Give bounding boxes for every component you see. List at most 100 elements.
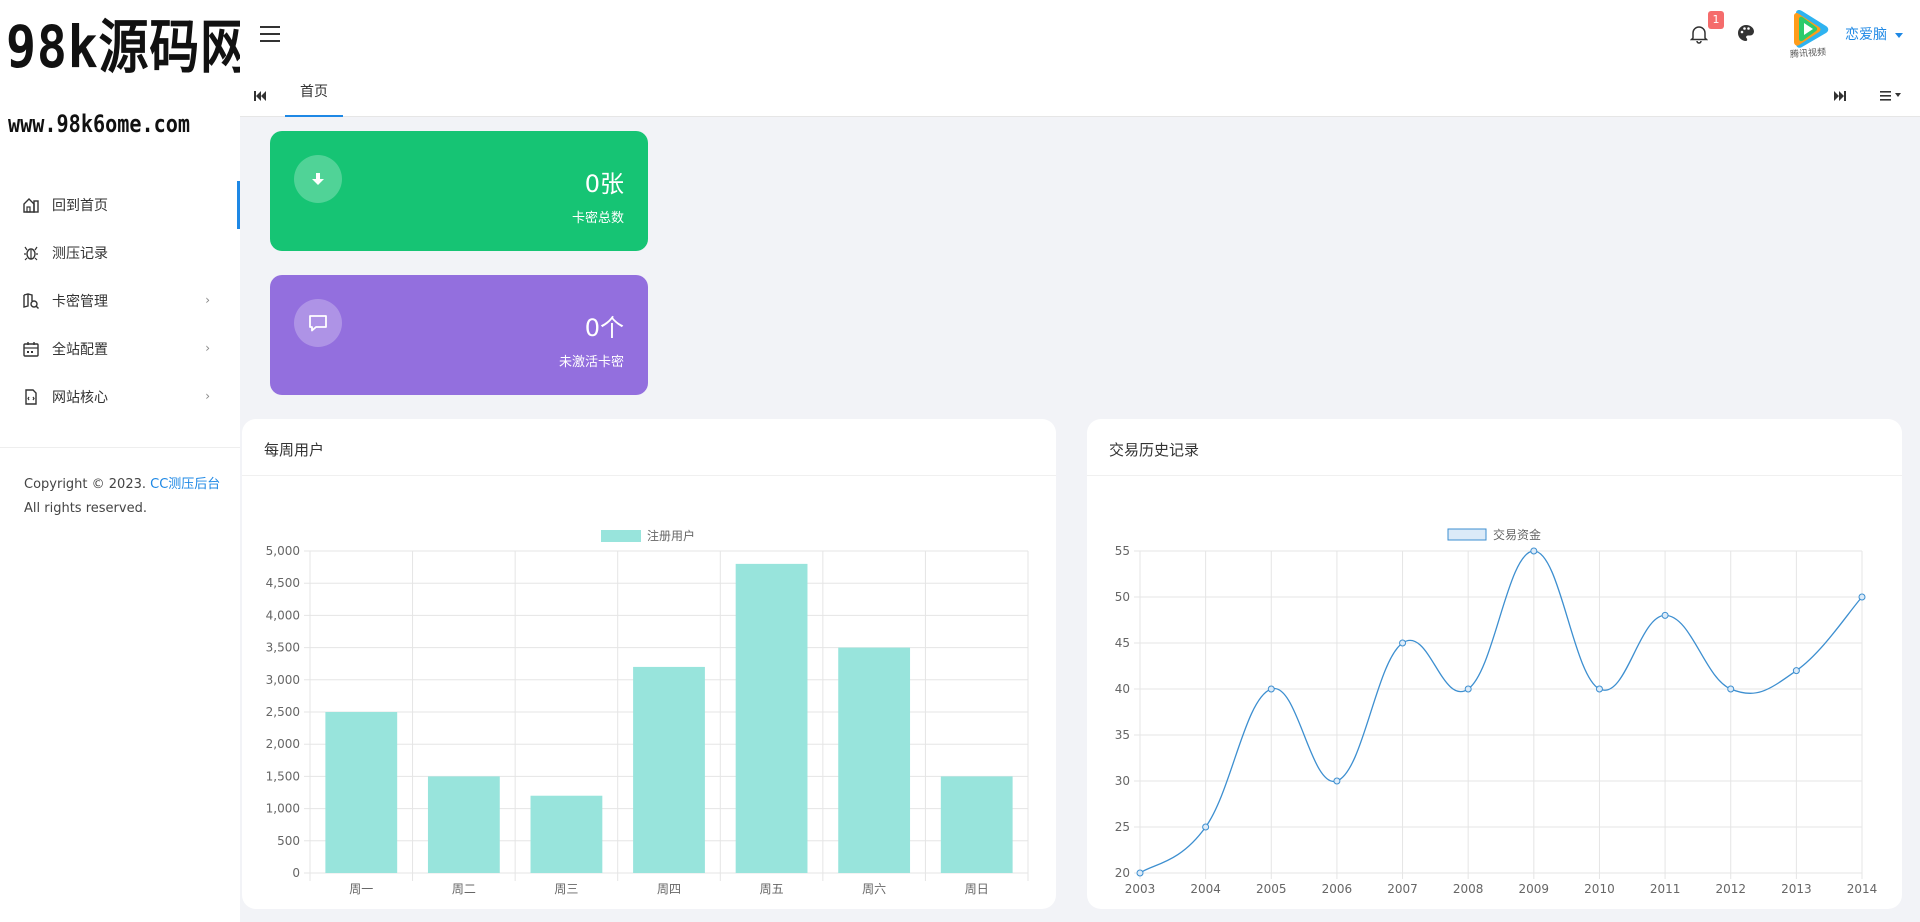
y-tick-label: 2,500	[266, 705, 300, 719]
sidebar-menu: 回到首页 测压记录 卡密管理 › 全站配置 › 网站核心	[0, 181, 240, 421]
bell-icon[interactable]	[1689, 24, 1709, 48]
map-search-icon	[22, 292, 40, 310]
logo-url: www.98k6ome.com	[8, 110, 191, 138]
chevron-right-icon: ›	[205, 341, 210, 355]
data-point	[1333, 777, 1341, 785]
data-point	[1530, 547, 1538, 555]
stat-card-inactive-cards: 0个 未激活卡密	[270, 275, 648, 395]
x-tick-label: 2007	[1387, 882, 1418, 896]
stat-value: 0张	[584, 170, 624, 198]
comment-icon	[294, 299, 342, 347]
bar	[940, 776, 1013, 873]
x-tick-label: 2008	[1453, 882, 1484, 896]
sidebar-item-site-core[interactable]: 网站核心 ›	[0, 373, 240, 421]
y-tick-label: 3,500	[266, 641, 300, 655]
y-tick-label: 4,500	[266, 576, 300, 590]
data-point	[1399, 639, 1407, 647]
user-menu[interactable]: 恋爱脑	[1845, 24, 1904, 44]
y-tick-label: 5,000	[266, 544, 300, 558]
bar	[633, 666, 705, 873]
tencent-video-logo-icon	[1794, 9, 1829, 48]
sidebar-item-label: 全站配置	[52, 342, 108, 358]
chevron-right-icon: ›	[205, 389, 210, 403]
palette-icon[interactable]	[1736, 23, 1756, 47]
copyright-text: Copyright © 2023.	[24, 477, 147, 492]
top-header: 1 腾讯视频 恋爱脑	[240, 0, 1920, 68]
bar	[530, 795, 603, 873]
x-tick-label: 周一	[349, 882, 373, 896]
x-tick-label: 2013	[1781, 882, 1812, 896]
stat-card-total-cards: 0张 卡密总数	[270, 131, 648, 251]
bar	[427, 776, 500, 873]
y-tick-label: 3,000	[266, 673, 300, 687]
sidebar-item-card-management[interactable]: 卡密管理 ›	[0, 277, 240, 325]
bar	[838, 647, 911, 873]
panel-divider	[242, 475, 1056, 476]
data-point	[1202, 823, 1210, 831]
x-tick-label: 周三	[554, 882, 578, 896]
x-tick-label: 周四	[657, 882, 681, 896]
bar	[325, 712, 398, 873]
x-tick-label: 2009	[1519, 882, 1550, 896]
x-tick-label: 2005	[1256, 882, 1287, 896]
menu-toggle-icon[interactable]	[260, 26, 280, 47]
x-tick-label: 周五	[760, 882, 784, 896]
file-code-icon	[22, 388, 40, 406]
data-point	[1858, 593, 1866, 601]
caret-down-icon	[1895, 32, 1904, 38]
site-logo[interactable]: 98k源码网 www.98k6ome.com	[0, 0, 250, 150]
data-point	[1464, 685, 1472, 693]
data-point	[1136, 869, 1144, 877]
scroll-tabs-left-icon[interactable]	[254, 86, 266, 105]
scroll-tabs-right-icon[interactable]	[1834, 86, 1846, 105]
avatar[interactable]: 腾讯视频	[1788, 9, 1832, 60]
legend-label: 注册用户	[647, 528, 695, 543]
y-tick-label: 45	[1115, 636, 1130, 650]
rights-text: All rights reserved.	[24, 501, 147, 516]
sidebar-item-home[interactable]: 回到首页	[0, 181, 240, 229]
x-tick-label: 2014	[1847, 882, 1878, 896]
panel-title: 交易历史记录	[1109, 441, 1200, 459]
x-tick-label: 2003	[1125, 882, 1156, 896]
panel-title: 每周用户	[264, 441, 325, 459]
y-tick-label: 55	[1115, 544, 1130, 558]
y-tick-label: 4,000	[266, 608, 300, 622]
transaction-history-panel: 交易历史记录 交易资金 20 25 30 35 40 45 50 55 2003 2004 2005 2…	[1087, 419, 1902, 909]
weekly-users-panel: 每周用户 注册用户 0 500 1,000 1,500 2,000 2,500 3,000 3,…	[242, 419, 1056, 909]
calendar-icon	[22, 340, 40, 358]
brand-link[interactable]: CC测压后台	[150, 477, 221, 492]
x-tick-label: 周六	[862, 882, 886, 896]
y-tick-label: 20	[1115, 866, 1130, 880]
sidebar-item-label: 回到首页	[52, 198, 108, 214]
sidebar-divider	[0, 447, 240, 448]
home-icon	[22, 196, 40, 214]
panel-divider	[1087, 475, 1902, 476]
y-tick-label: 500	[277, 834, 300, 848]
bar	[735, 563, 808, 873]
x-tick-label: 2010	[1584, 882, 1615, 896]
data-point	[1792, 667, 1800, 675]
sidebar-item-records[interactable]: 测压记录	[0, 229, 240, 277]
y-tick-label: 40	[1115, 682, 1130, 696]
x-tick-label: 周日	[965, 882, 989, 896]
legend-swatch	[1447, 528, 1487, 541]
stat-value: 0个	[584, 314, 624, 342]
sidebar-item-site-config[interactable]: 全站配置 ›	[0, 325, 240, 373]
y-tick-label: 30	[1115, 774, 1130, 788]
y-tick-label: 1,500	[266, 769, 300, 783]
username: 恋爱脑	[1845, 27, 1887, 43]
stat-label: 未激活卡密	[558, 355, 624, 370]
y-tick-label: 0	[292, 866, 300, 880]
y-tick-label: 1,000	[266, 802, 300, 816]
bug-icon	[22, 244, 40, 262]
y-tick-label: 50	[1115, 590, 1130, 604]
series-line	[1139, 550, 1863, 874]
chevron-right-icon: ›	[205, 293, 210, 307]
x-tick-label: 周二	[452, 882, 476, 896]
tab-home[interactable]: 首页	[285, 68, 343, 117]
notification-badge: 1	[1708, 11, 1724, 29]
copyright: Copyright © 2023. CC测压后台 All rights rese…	[24, 473, 220, 521]
data-point	[1595, 685, 1603, 693]
tab-bar: 首页	[240, 68, 1920, 117]
tab-options-icon[interactable]	[1880, 86, 1904, 105]
